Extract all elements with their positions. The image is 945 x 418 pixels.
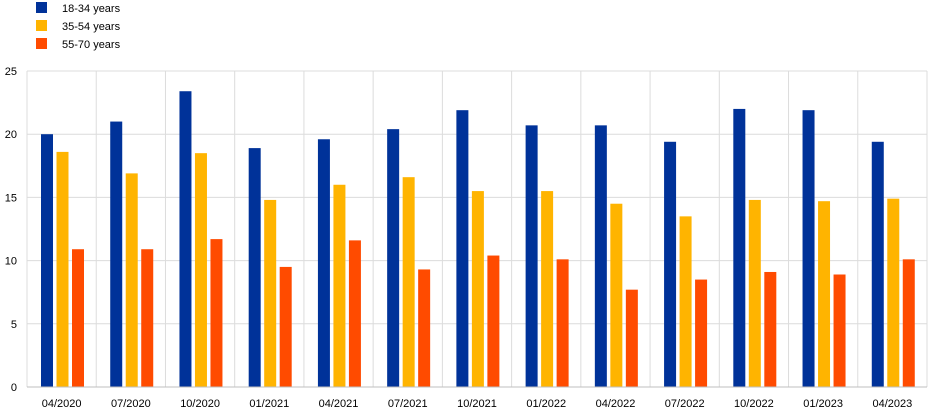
- bar-04-2020-series-2: [72, 249, 84, 387]
- bar-10-2020-series-2: [210, 239, 223, 387]
- bar-10-2021-series-2: [487, 255, 500, 387]
- bar-01-2022-series-2: [556, 259, 569, 387]
- legend-label-2: 55-70 years: [62, 39, 121, 51]
- x-tick-label: 01/2021: [249, 398, 289, 410]
- bar-04-2020-series-1: [56, 151, 69, 387]
- gridlines: [26, 70, 928, 388]
- bar-07-2021-series-2: [418, 269, 431, 387]
- bar-10-2022-series-0: [733, 108, 746, 388]
- y-tick-label: 5: [11, 319, 17, 331]
- x-tick-label: 01/2022: [526, 398, 566, 410]
- legend-swatch-0: [36, 2, 47, 13]
- bar-07-2022-series-0: [664, 141, 677, 387]
- bar-01-2021-series-1: [264, 199, 277, 387]
- bars: [41, 91, 915, 388]
- bar-04-2023-series-1: [887, 198, 900, 387]
- legend-label-1: 35-54 years: [62, 21, 121, 33]
- bar-07-2021-series-0: [387, 129, 400, 388]
- y-tick-label: 0: [11, 382, 17, 394]
- x-tick-label: 04/2023: [873, 398, 913, 410]
- bar-04-2022-series-0: [594, 125, 607, 388]
- x-tick-label: 04/2021: [319, 398, 359, 410]
- bar-01-2021-series-2: [279, 266, 292, 387]
- legend-label-0: 18-34 years: [62, 3, 121, 15]
- x-tick-label: 04/2020: [42, 398, 82, 410]
- bar-10-2022-series-2: [764, 271, 777, 387]
- y-axis: 0 5 10 15 20 25: [5, 66, 17, 394]
- bar-01-2021-series-0: [248, 148, 261, 387]
- bar-01-2023-series-1: [818, 201, 831, 387]
- x-axis: 04/2020 07/2020 10/2020 01/2021 04/2021 07/20…: [27, 386, 927, 410]
- bar-04-2023-series-2: [902, 259, 915, 387]
- bar-01-2023-series-0: [802, 110, 815, 388]
- bar-04-2021-series-2: [348, 240, 361, 387]
- x-tick-label: 04/2022: [596, 398, 636, 410]
- y-tick-label: 20: [5, 129, 17, 141]
- bar-01-2023-series-2: [833, 274, 846, 387]
- bar-01-2022-series-1: [541, 191, 554, 387]
- x-tick-label: 07/2021: [388, 398, 428, 410]
- bar-10-2022-series-1: [748, 199, 761, 387]
- bar-04-2022-series-1: [610, 203, 623, 387]
- bar-10-2021-series-1: [471, 191, 484, 387]
- legend: 18-34 years 35-54 years 55-70 years: [36, 2, 121, 51]
- bar-07-2020-series-0: [110, 121, 123, 387]
- bar-04-2021-series-0: [317, 139, 330, 387]
- bar-07-2020-series-2: [141, 249, 154, 387]
- bar-04-2022-series-2: [625, 289, 638, 387]
- bar-01-2022-series-0: [525, 125, 538, 388]
- bar-07-2022-series-2: [695, 279, 708, 387]
- bar-04-2020-series-0: [41, 134, 53, 387]
- y-tick-label: 15: [5, 192, 17, 204]
- bar-07-2022-series-1: [679, 216, 692, 387]
- x-tick-label: 01/2023: [803, 398, 843, 410]
- bar-07-2021-series-1: [402, 177, 415, 387]
- bar-10-2020-series-1: [194, 153, 207, 387]
- x-tick-label: 07/2022: [665, 398, 705, 410]
- y-tick-label: 10: [5, 256, 17, 268]
- x-tick-label: 10/2022: [734, 398, 774, 410]
- bar-07-2020-series-1: [125, 173, 138, 387]
- bar-10-2021-series-0: [456, 110, 469, 388]
- bar-10-2020-series-0: [179, 91, 192, 387]
- bar-04-2021-series-1: [333, 184, 346, 387]
- x-tick-label: 10/2021: [457, 398, 497, 410]
- x-tick-label: 10/2020: [180, 398, 220, 410]
- y-tick-label: 25: [5, 66, 17, 78]
- x-tick-label: 07/2020: [111, 398, 151, 410]
- bar-04-2023-series-0: [871, 141, 884, 387]
- legend-swatch-2: [36, 38, 47, 49]
- legend-swatch-1: [36, 20, 47, 31]
